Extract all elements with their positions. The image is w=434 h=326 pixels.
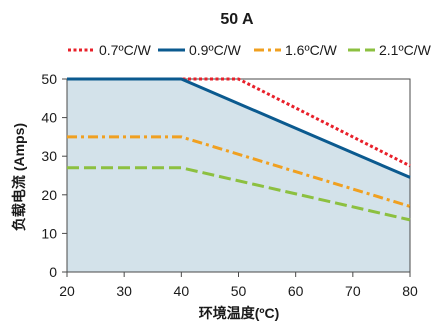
legend-label-1-6-C-W: 1.6ºC/W xyxy=(285,42,338,58)
series-line-0-9-C-W xyxy=(67,77,411,179)
y-tick-label: 10 xyxy=(41,225,57,241)
y-axis-label: 负载电流 (Amps) xyxy=(11,123,27,231)
plot-area xyxy=(66,77,411,273)
chart-title: 50 A xyxy=(220,11,254,28)
y-tick-label: 30 xyxy=(41,148,57,164)
legend: 0.7ºC/W 0.9ºC/W 1.6ºC/W 2.1ºC/W xyxy=(68,42,432,58)
x-tick-label: 70 xyxy=(345,283,361,299)
legend-label-2-1-C-W: 2.1ºC/W xyxy=(379,42,432,58)
x-tick-label: 40 xyxy=(174,283,190,299)
x-axis-ticks: 20 30 40 50 60 70 80 xyxy=(59,272,418,299)
y-tick-label: 40 xyxy=(41,110,57,126)
y-axis-ticks: 0 10 20 30 40 50 xyxy=(41,71,67,280)
shaded-area xyxy=(67,79,410,272)
y-tick-label: 0 xyxy=(49,264,57,280)
legend-label-0-7-C-W: 0.7ºC/W xyxy=(99,42,152,58)
x-axis-label: 环境温度(ºC) xyxy=(199,305,280,321)
x-tick-label: 20 xyxy=(59,283,75,299)
x-tick-label: 80 xyxy=(402,283,418,299)
y-tick-label: 20 xyxy=(41,187,57,203)
series-line-2-1-C-W xyxy=(67,166,411,222)
x-tick-label: 30 xyxy=(116,283,132,299)
y-tick-label: 50 xyxy=(41,71,57,87)
legend-label-0-9-C-W: 0.9ºC/W xyxy=(189,42,242,58)
x-tick-label: 50 xyxy=(231,283,247,299)
x-tick-label: 60 xyxy=(288,283,304,299)
series-line-1-6-C-W xyxy=(67,135,411,208)
